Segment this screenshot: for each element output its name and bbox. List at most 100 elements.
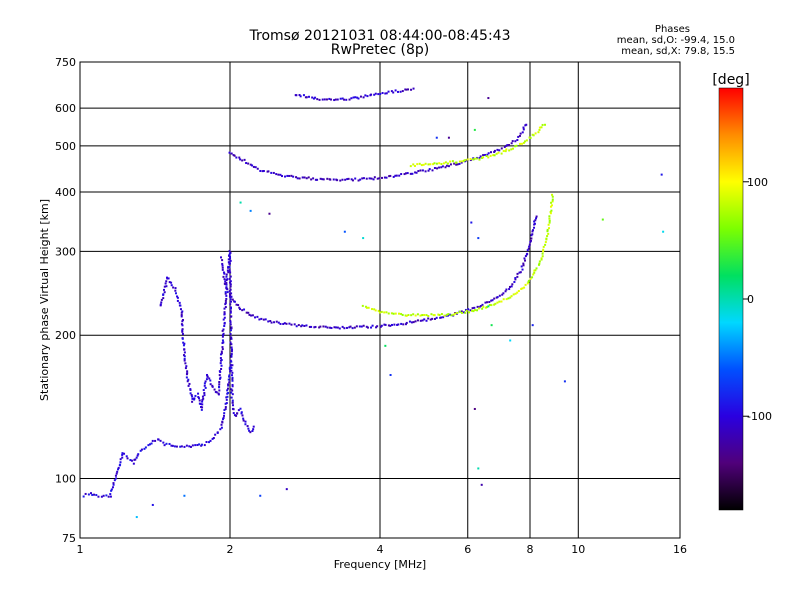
echo-point (479, 305, 482, 308)
echo-point (376, 177, 379, 180)
echo-point (186, 370, 189, 373)
echo-point (509, 339, 512, 342)
echo-point (490, 324, 493, 327)
echo-point (373, 308, 376, 311)
echo-point (220, 256, 223, 259)
echo-point (534, 132, 537, 135)
echo-point (432, 163, 435, 166)
echo-point (230, 350, 233, 353)
echo-point (159, 439, 162, 442)
echo-point (550, 209, 553, 212)
echo-point (540, 126, 543, 129)
echo-point (187, 378, 190, 381)
echo-point (275, 173, 278, 176)
echo-point (547, 223, 550, 226)
echo-point (181, 328, 184, 331)
echo-point (243, 158, 246, 161)
echo-point (176, 299, 179, 302)
echo-point (228, 295, 231, 298)
echo-point (160, 301, 163, 304)
echo-point (501, 293, 504, 296)
echo-point (185, 376, 188, 379)
echo-point (163, 444, 166, 447)
echo-point (411, 172, 414, 175)
echo-point (481, 307, 484, 310)
echo-point (222, 414, 225, 417)
echo-point (228, 381, 231, 384)
echo-point (496, 148, 499, 151)
echo-point (348, 98, 351, 101)
echo-point (390, 312, 393, 315)
echo-point (549, 212, 552, 215)
chart-subtitle: RwPretec (8p) (331, 42, 429, 58)
echo-point (241, 309, 244, 312)
echo-point (183, 355, 186, 358)
echo-point (173, 445, 176, 448)
echo-point (325, 98, 328, 101)
echo-point (236, 412, 239, 415)
echo-point (159, 303, 162, 306)
echo-point (329, 178, 332, 181)
echo-point (229, 364, 232, 367)
echo-point (174, 287, 177, 290)
echo-point (233, 414, 236, 417)
echo-point (297, 324, 300, 327)
echo-point (220, 423, 223, 426)
echo-point (191, 444, 194, 447)
echo-point (135, 516, 138, 519)
echo-point (347, 177, 350, 180)
echo-point (227, 391, 230, 394)
echo-point (308, 95, 311, 98)
echo-point (111, 486, 114, 489)
echo-point (345, 326, 348, 329)
echo-point (518, 134, 521, 137)
echo-point (231, 376, 234, 379)
echo-point (542, 248, 545, 251)
echo-point (389, 324, 392, 327)
echo-point (230, 152, 233, 155)
echo-point (224, 299, 227, 302)
echo-point (477, 467, 480, 470)
echo-point (522, 262, 525, 265)
echo-point (486, 301, 489, 304)
echo-point (396, 323, 399, 326)
echo-point (219, 376, 222, 379)
echo-point (419, 169, 422, 172)
echo-point (542, 250, 545, 253)
echo-point (116, 470, 119, 473)
echo-point (514, 140, 517, 143)
echo-point (421, 314, 424, 317)
echo-point (384, 323, 387, 326)
echo-point (251, 429, 254, 432)
echo-point (183, 445, 186, 448)
echo-point (339, 179, 342, 182)
echo-point (200, 405, 203, 408)
echo-point (136, 454, 139, 457)
echo-point (409, 172, 412, 175)
echo-point (121, 453, 124, 456)
echo-point (245, 311, 248, 314)
echo-point (181, 324, 184, 327)
echo-point (373, 93, 376, 96)
echo-point (281, 175, 284, 178)
echo-point (523, 257, 526, 260)
echo-point (206, 375, 209, 378)
echo-point (218, 383, 221, 386)
echo-point (165, 442, 168, 445)
echo-point (209, 439, 212, 442)
echo-point (398, 312, 401, 315)
y-tick-label: 75 (62, 532, 76, 545)
echo-point (230, 346, 233, 349)
echo-point (505, 148, 508, 151)
echo-point (500, 152, 503, 155)
echo-point (527, 280, 530, 283)
echo-point (163, 291, 166, 294)
plot-grid (80, 62, 680, 538)
echo-point (181, 310, 184, 313)
echo-point (336, 179, 339, 182)
echo-point (510, 148, 513, 151)
echo-point (332, 178, 335, 181)
echo-point (303, 324, 306, 327)
echo-point (469, 158, 472, 161)
echo-point (450, 314, 453, 317)
